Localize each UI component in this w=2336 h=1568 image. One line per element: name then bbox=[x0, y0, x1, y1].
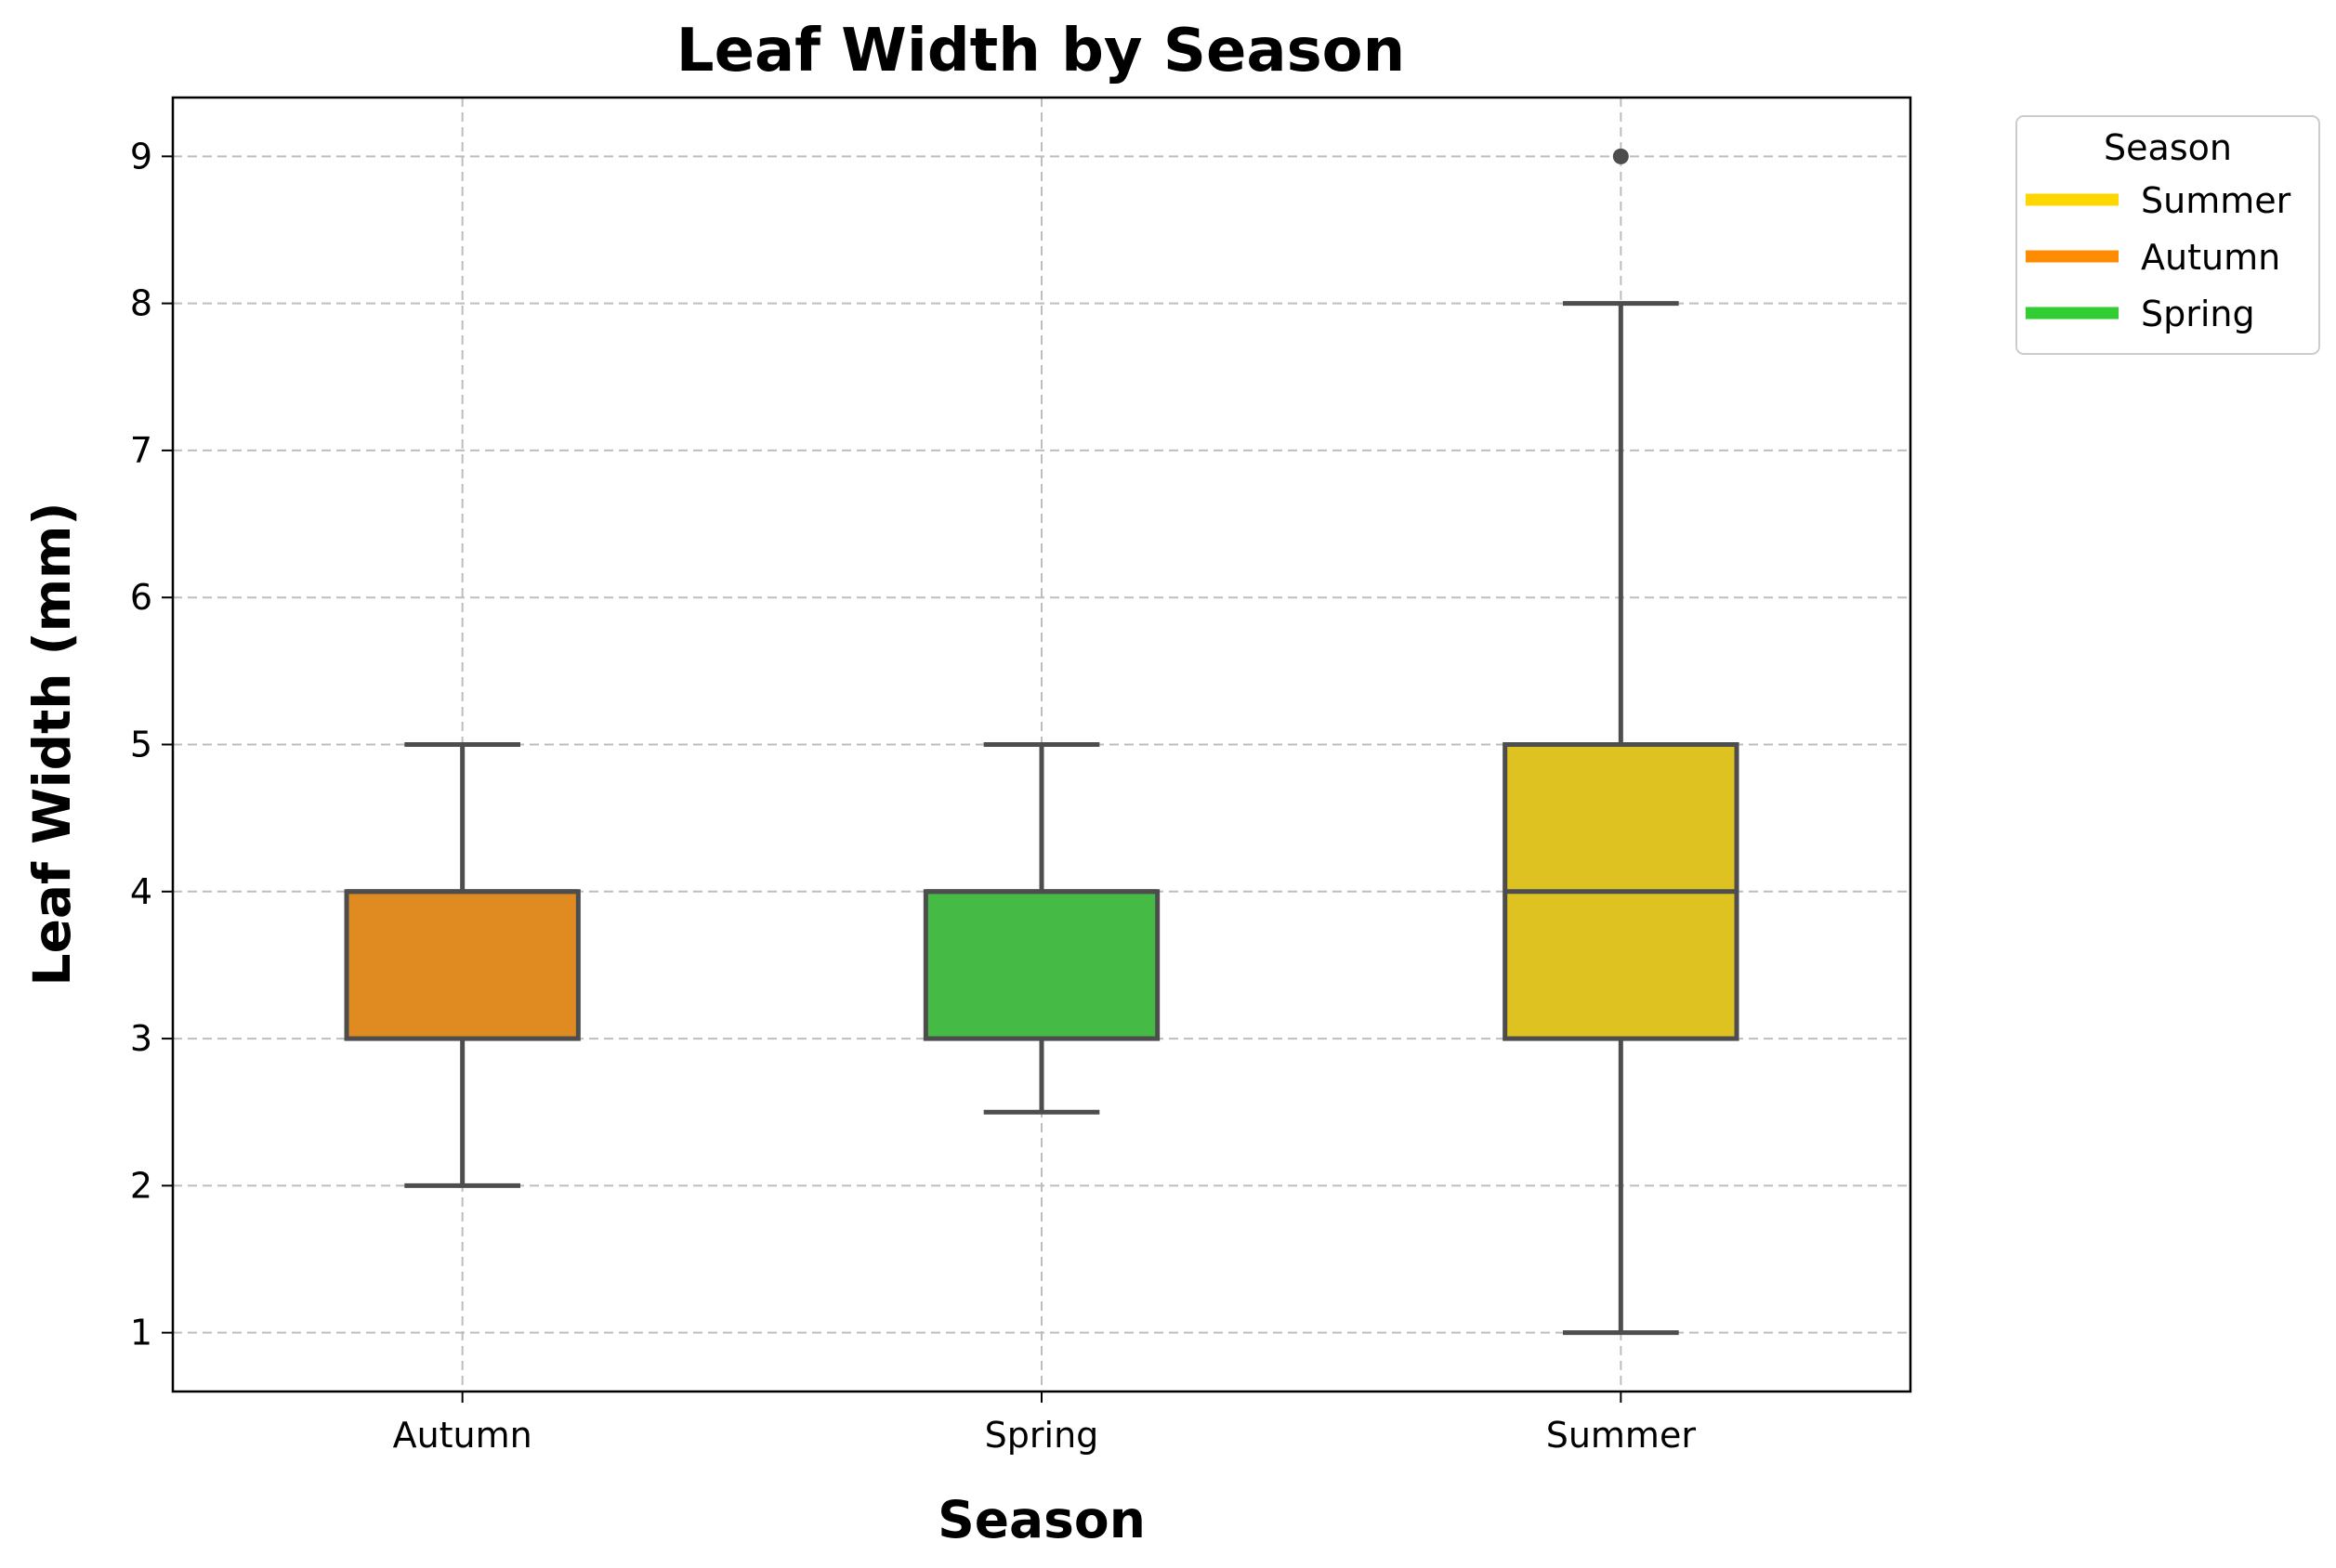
box-autumn bbox=[344, 742, 581, 1188]
x-tick-label: Summer bbox=[1546, 1415, 1697, 1456]
y-tick-label: 7 bbox=[130, 430, 152, 471]
box-spring bbox=[923, 742, 1161, 1115]
outlier-point bbox=[1612, 148, 1629, 164]
tick-layer: 1 2 3 4 5 6 7 8 9 Autumn Spring Summer bbox=[130, 136, 1697, 1456]
y-axis-label: Leaf Width (mm) bbox=[22, 503, 82, 987]
legend-title: Season bbox=[2104, 127, 2232, 168]
y-tick-label: 2 bbox=[130, 1165, 152, 1206]
box-layer bbox=[344, 148, 1739, 1336]
chart-title: Leaf Width by Season bbox=[676, 17, 1405, 85]
y-tick-label: 1 bbox=[130, 1313, 152, 1353]
legend-label: Spring bbox=[2141, 294, 2255, 334]
x-tick-label: Spring bbox=[985, 1415, 1099, 1456]
legend-item-autumn: Autumn bbox=[2026, 237, 2280, 278]
legend-items: Summer Autumn Spring bbox=[2026, 180, 2291, 334]
y-tick-label: 3 bbox=[130, 1018, 152, 1059]
legend-item-spring: Spring bbox=[2026, 294, 2255, 334]
legend-label: Summer bbox=[2141, 180, 2291, 221]
legend: Season Summer Autumn Spring bbox=[2015, 115, 2320, 355]
y-tick-label: 6 bbox=[130, 577, 152, 618]
y-tick-label: 9 bbox=[130, 136, 152, 176]
box-summer bbox=[1503, 148, 1739, 1336]
x-tick-label: Autumn bbox=[393, 1415, 532, 1456]
y-tick-label: 8 bbox=[130, 283, 152, 324]
legend-item-summer: Summer bbox=[2026, 180, 2291, 221]
box-body bbox=[344, 889, 581, 1041]
legend-frame bbox=[2015, 115, 2320, 355]
legend-label: Autumn bbox=[2141, 237, 2280, 278]
y-tick-label: 4 bbox=[130, 871, 152, 912]
x-axis-label: Season bbox=[938, 1490, 1146, 1549]
y-tick-label: 5 bbox=[130, 725, 152, 765]
box-body bbox=[923, 889, 1161, 1041]
